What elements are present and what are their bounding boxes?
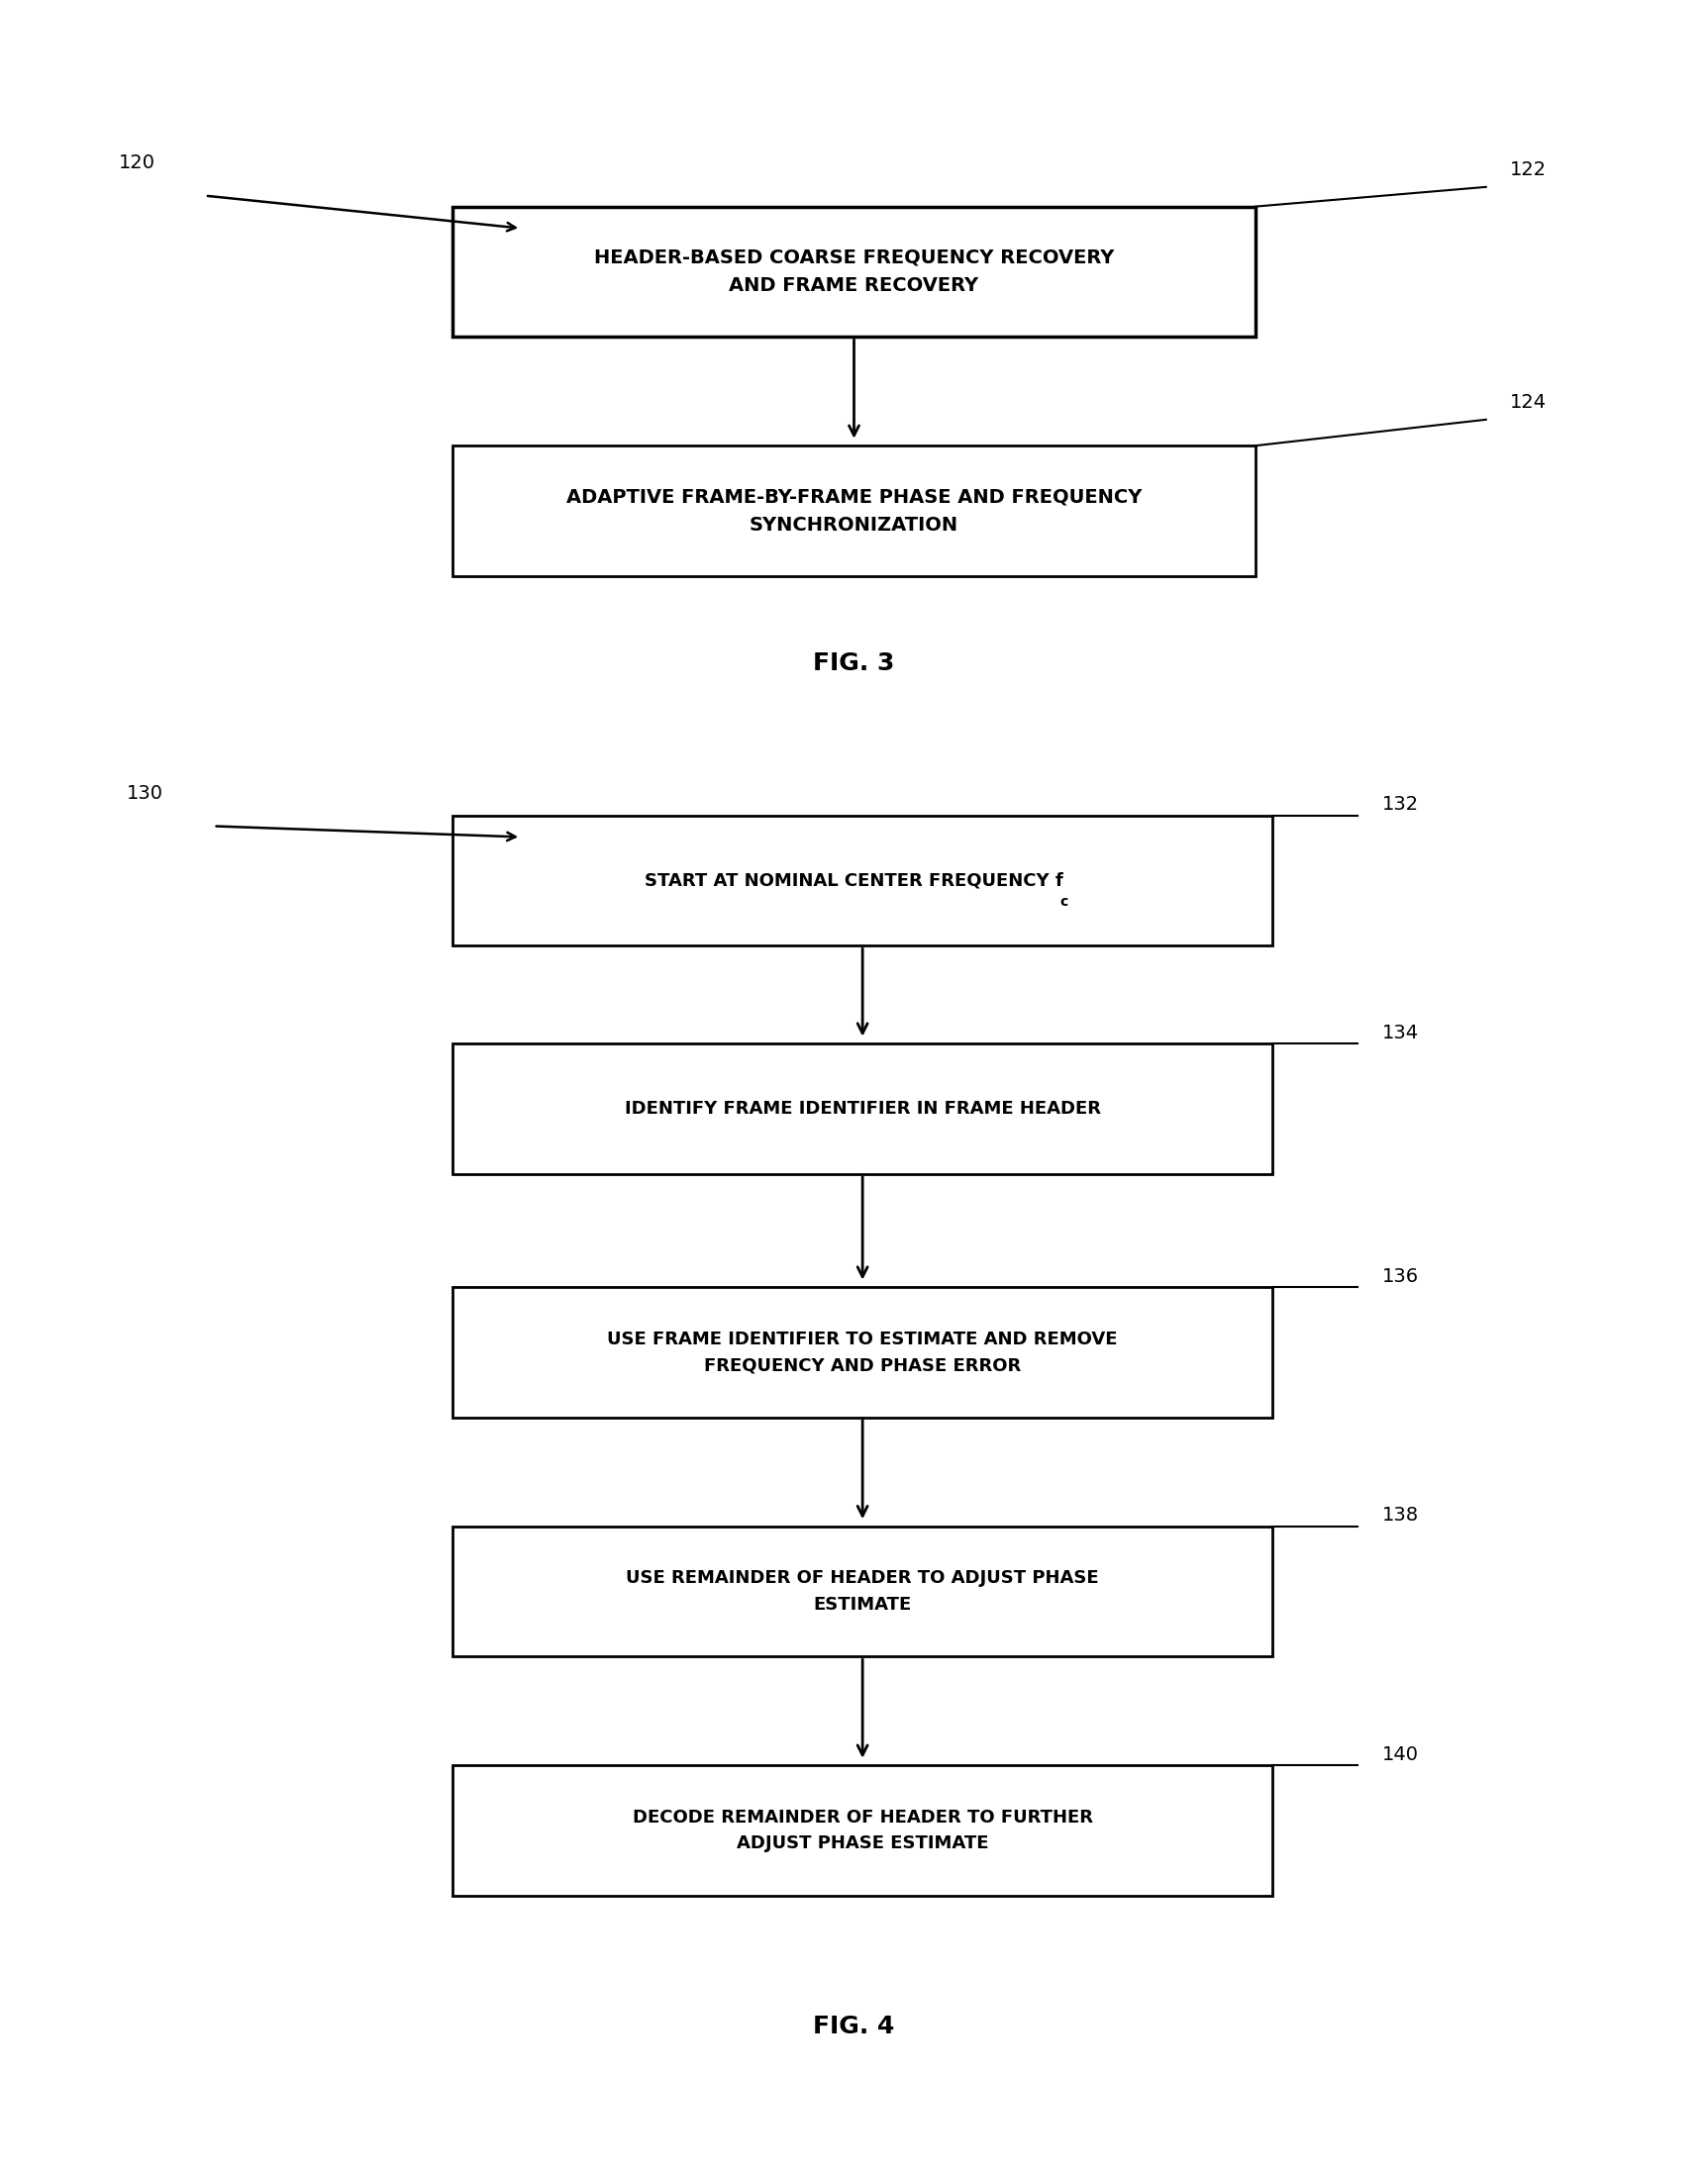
Text: c: c [1061, 896, 1068, 909]
Bar [453, 1287, 1272, 1417]
Text: FIG. 3: FIG. 3 [813, 652, 895, 674]
Bar [453, 1526, 1272, 1657]
Text: USE REMAINDER OF HEADER TO ADJUST PHASE
ESTIMATE: USE REMAINDER OF HEADER TO ADJUST PHASE … [627, 1570, 1098, 1613]
Text: 132: 132 [1382, 796, 1419, 813]
Bar [453, 446, 1255, 576]
Text: START AT NOMINAL CENTER FREQUENCY f: START AT NOMINAL CENTER FREQUENCY f [644, 872, 1064, 889]
Text: 122: 122 [1510, 161, 1547, 178]
Text: IDENTIFY FRAME IDENTIFIER IN FRAME HEADER: IDENTIFY FRAME IDENTIFIER IN FRAME HEADE… [625, 1100, 1100, 1117]
Text: 130: 130 [126, 785, 164, 802]
Text: ADAPTIVE FRAME-BY-FRAME PHASE AND FREQUENCY
SYNCHRONIZATION: ADAPTIVE FRAME-BY-FRAME PHASE AND FREQUE… [565, 487, 1143, 535]
Text: FIG. 4: FIG. 4 [813, 2015, 895, 2037]
Bar [453, 1765, 1272, 1896]
Bar [453, 207, 1255, 337]
Bar [453, 815, 1272, 946]
Text: HEADER-BASED COARSE FREQUENCY RECOVERY
AND FRAME RECOVERY: HEADER-BASED COARSE FREQUENCY RECOVERY A… [594, 248, 1114, 296]
Text: 120: 120 [118, 154, 155, 172]
Text: DECODE REMAINDER OF HEADER TO FURTHER
ADJUST PHASE ESTIMATE: DECODE REMAINDER OF HEADER TO FURTHER AD… [632, 1809, 1093, 1852]
Text: 134: 134 [1382, 1024, 1419, 1041]
Text: 140: 140 [1382, 1746, 1419, 1763]
Text: 136: 136 [1382, 1267, 1419, 1285]
Text: 124: 124 [1510, 393, 1547, 411]
Text: USE FRAME IDENTIFIER TO ESTIMATE AND REMOVE
FREQUENCY AND PHASE ERROR: USE FRAME IDENTIFIER TO ESTIMATE AND REM… [608, 1330, 1117, 1374]
Bar [453, 1044, 1272, 1174]
Text: 138: 138 [1382, 1507, 1419, 1524]
